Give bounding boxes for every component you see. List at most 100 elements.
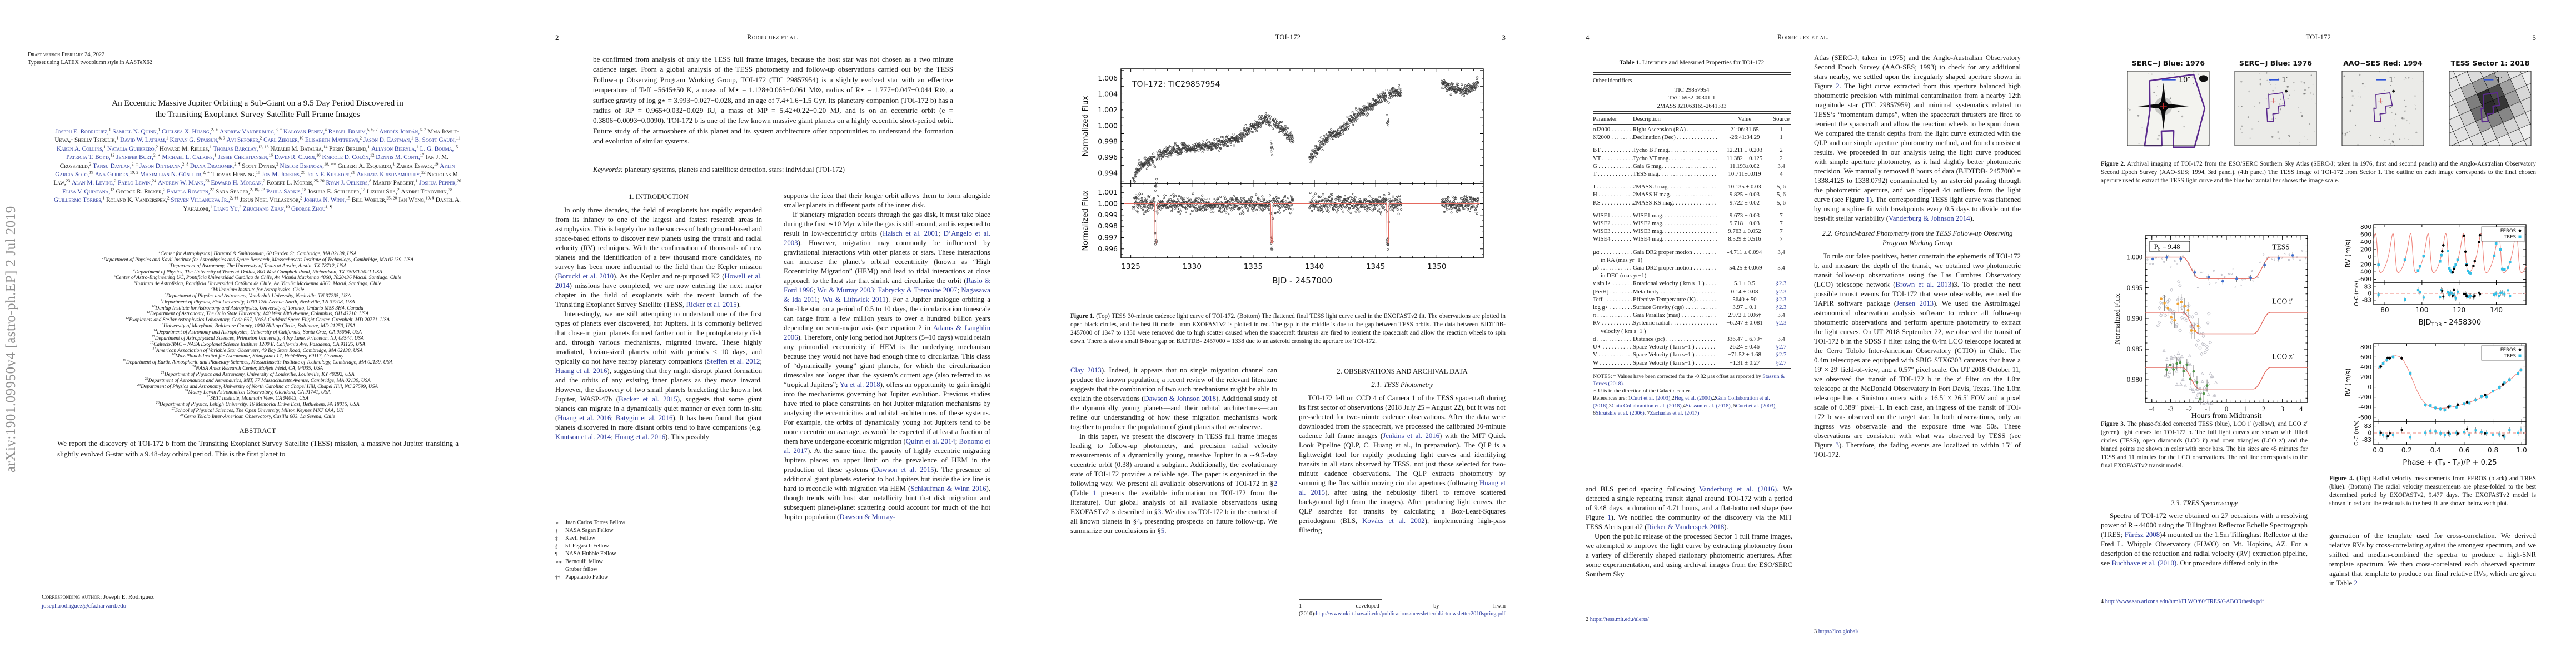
link[interactable]: Bonomo et al. 2017 [784,437,990,455]
author[interactable]: Akshata Krishnamurthy, [356,171,422,178]
link[interactable]: Fűrész 2008 [2124,531,2160,539]
link[interactable]: Vanderburg & Johnson 2014 [1888,215,1970,222]
link[interactable]: 3 [1835,441,1840,449]
author[interactable]: Guillermo Torres, [54,197,103,204]
author[interactable]: Elisa V. Quintana, [62,188,111,195]
section-link[interactable]: §2.3 [1776,296,1787,303]
author[interactable]: Maximilian N. Günther, [139,171,203,178]
author[interactable]: Thomas Barclay, [213,145,258,152]
section-link[interactable]: §2.3 [1776,280,1787,287]
author[interactable]: Liang Yu, [213,205,240,212]
link[interactable]: Wu & Lithwick 2011 [822,296,886,303]
author[interactable]: George Zhou [291,205,326,212]
author[interactable]: Avi Shporer, [226,137,260,144]
link[interactable]: Stassun et al. (2018) [1686,402,1731,409]
author[interactable]: Carl Ziegler, [263,137,300,144]
link[interactable]: Howell et al. 2014 [555,272,762,290]
link[interactable]: 1 [1607,514,1611,521]
author[interactable]: Aylin Garcia Soto, [55,162,455,178]
author[interactable]: Michael L. Calkins, [162,154,215,161]
link[interactable]: 2 [1273,480,1277,487]
link[interactable]: Fabrycky & Tremaine 2007 [878,286,958,294]
author[interactable]: Zhuchang Zhan, [242,205,286,212]
link[interactable]: 5 [1160,527,1165,535]
author[interactable]: Samuel N. Quinn, [112,128,158,135]
author[interactable]: B. Scott Gaudi, [415,137,456,144]
section-link[interactable]: §2.3 [1776,288,1787,295]
author[interactable]: Alan M. Levine, [72,180,114,187]
link[interactable]: Brown et al. 2013 [1895,281,1952,288]
author[interactable]: Joseph E. Rodriguez, [55,128,109,135]
link[interactable]: Knutson et al. 2014 [555,433,611,441]
section-link[interactable]: §2.7 [1776,359,1787,366]
link[interactable]: 3 [1158,508,1162,516]
section-link[interactable]: §2.3 [1776,320,1787,327]
link[interactable]: Skrutskie et al. (2006) [1595,410,1645,416]
link[interactable]: Kovács et al. 2002 [1362,517,1425,525]
author[interactable]: L. G. Bouma, [420,145,454,152]
link[interactable]: Cutri et al. (2003) [1631,395,1671,402]
author[interactable]: Joshua N. Winn, [303,197,346,204]
author[interactable]: Pamela Rowden, [167,188,210,195]
author[interactable]: Rafael Brahm, [328,128,367,135]
author[interactable]: Steven Villanueva Jr., [171,197,230,204]
author[interactable]: Tansu Daylan, [93,162,132,170]
author[interactable]: Elisabeth Matthews, [305,137,360,144]
link[interactable]: 1 [1866,196,1870,203]
author[interactable]: Jason Dittmann, [139,162,182,170]
link[interactable]: Huang et al. 2015 [1299,479,1506,496]
author[interactable]: Paula Sarkis, [266,188,302,195]
author[interactable]: Andrew Vanderburg, [220,128,276,135]
author[interactable]: Andrés Jordán, [379,128,420,135]
author[interactable]: Joshua Pepper, [419,180,457,187]
link[interactable]: Clay 2013 [1070,366,1102,374]
link[interactable]: 1 [1093,489,1097,497]
link[interactable]: Zacharias et al. (2017) [1650,410,1700,416]
link[interactable]: Rasio & Ford 1996 [784,277,990,294]
author[interactable]: Knicole D. Colón, [322,154,370,161]
link[interactable]: Borucki et al. 2010 [557,272,614,280]
author[interactable]: Jennifer Burt, [116,154,153,161]
section-link[interactable]: §2.7 [1776,344,1787,351]
link[interactable]: https://tess.mit.edu/alerts/ [1590,616,1649,623]
author[interactable]: Allyson Bieryla, [371,145,417,152]
author[interactable]: Jessie Christiansen, [218,154,269,161]
link[interactable]: Dawson et al. 2015 [874,466,934,474]
author[interactable]: Ryan J. Oelkers, [326,180,370,187]
link[interactable]: Gaia Collaboration et al. (2018) [1611,402,1682,409]
link[interactable]: Haisch et al. 2001 [883,230,939,237]
author[interactable]: Edward H. Morgan, [211,180,263,187]
link[interactable]: Ricker et al. 2015 [686,301,737,308]
author[interactable]: Jon M. Jenkins, [261,171,301,178]
author[interactable]: Andrew W. Mann, [157,180,206,187]
link[interactable]: https://lco.global/ [1818,629,1859,635]
author[interactable]: Karen A. Collins, [56,145,104,152]
link[interactable]: Jensen 2013 [1896,300,1934,307]
author[interactable]: David R. Ciardi, [274,154,317,161]
section-link[interactable]: §2.7 [1776,351,1787,359]
author[interactable]: Néstor Espinoza, [280,162,325,170]
author[interactable]: Keivan G. Stassun, [170,137,219,144]
link[interactable]: Quinn et al. 2014 [905,437,955,445]
link[interactable]: Nagasawa & Ida 2011 [784,286,990,303]
link[interactable]: Huang et al. 2016 [615,433,665,441]
link[interactable]: Becker et al. 2015 [618,395,677,403]
link[interactable]: Vanderburg et al. (2016) [1699,485,1777,493]
link[interactable]: Høg et al. (2000) [1674,395,1712,402]
link[interactable]: Schlaufman & Winn 2016 [910,485,986,492]
author[interactable]: Patricia T. Boyd, [66,154,111,161]
link[interactable]: Gaia Collaboration et al. (2016) [1593,395,1770,409]
link[interactable]: Adams & Laughlin 2006 [784,324,990,341]
link[interactable]: Steffen et al. 2012 [707,357,760,365]
link[interactable]: Dawson & Murray- [839,513,896,521]
corresponding-email-link[interactable]: joseph.rodriguez@cfa.harvard.edu [42,603,127,609]
link[interactable]: 4 [1137,517,1140,525]
author[interactable]: John F. Kielkopf, [306,171,351,178]
author[interactable]: Dennis M. Conti, [376,154,420,161]
link[interactable]: Cutri et al. (2003) [1736,402,1776,409]
link[interactable]: 2 [2354,579,2358,587]
link[interactable]: Wu & Murray 2003 [817,286,874,294]
link[interactable]: Huang et al. 2016 [557,414,611,422]
link[interactable]: Huang et al. 2016 [555,367,607,375]
link[interactable]: Ricker & Vanderspek 2018 [1647,523,1725,531]
